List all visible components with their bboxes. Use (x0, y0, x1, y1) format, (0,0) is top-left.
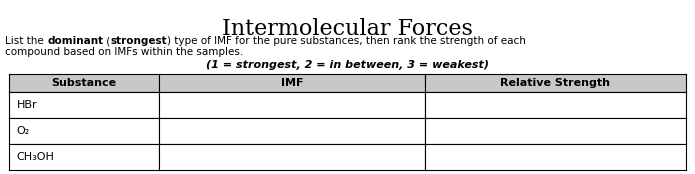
Text: (1 = strongest, 2 = in between, 3 = weakest): (1 = strongest, 2 = in between, 3 = weak… (206, 60, 489, 70)
Text: List the: List the (5, 36, 47, 46)
Text: O₂: O₂ (17, 126, 30, 136)
Text: Relative Strength: Relative Strength (500, 78, 610, 88)
Text: Substance: Substance (51, 78, 117, 88)
Text: compound based on IMFs within the samples.: compound based on IMFs within the sample… (5, 47, 243, 57)
Text: (: ( (103, 36, 111, 46)
Text: strongest: strongest (111, 36, 167, 46)
Text: CH₃OH: CH₃OH (17, 152, 54, 162)
Text: Intermolecular Forces: Intermolecular Forces (222, 18, 473, 40)
Text: IMF: IMF (281, 78, 303, 88)
Text: dominant: dominant (47, 36, 103, 46)
Text: ) type of IMF for the pure substances, then rank the strength of each: ) type of IMF for the pure substances, t… (167, 36, 526, 46)
Text: HBr: HBr (17, 100, 37, 110)
